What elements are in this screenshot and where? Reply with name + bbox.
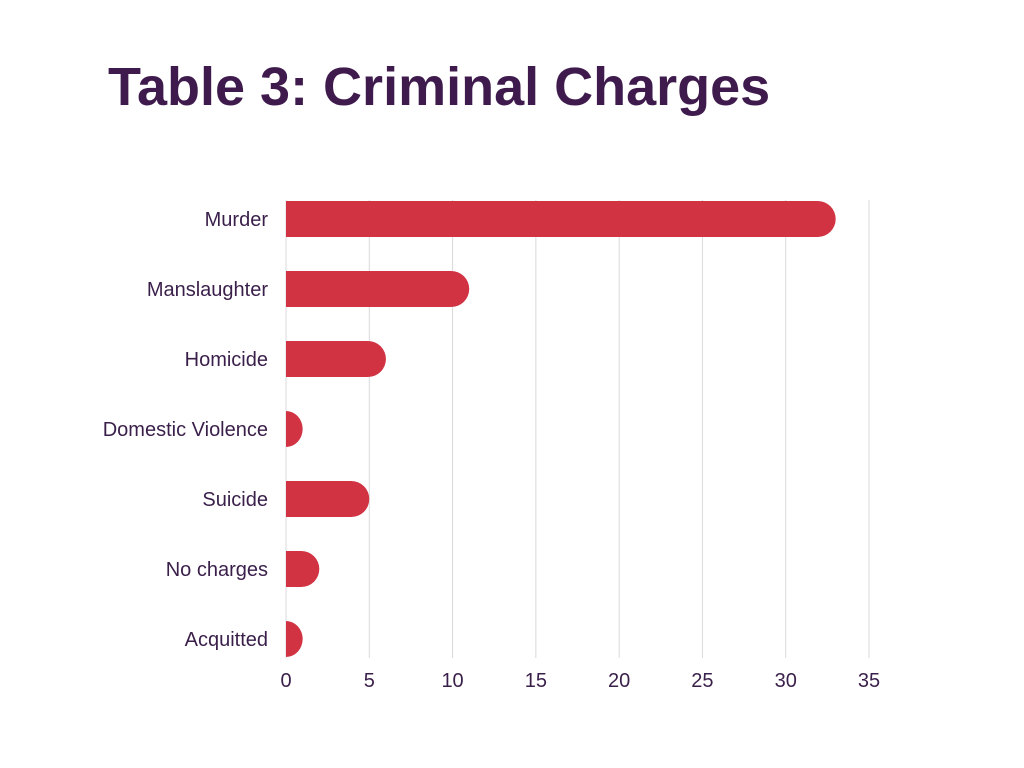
x-tick-label: 0	[280, 670, 291, 692]
bar	[286, 481, 370, 517]
category-label: No charges	[166, 559, 268, 581]
x-tick-label: 10	[441, 670, 463, 692]
bar	[286, 411, 303, 447]
grid-lines	[285, 200, 870, 658]
category-labels: Murder Manslaughter Homicide Domestic Viole…	[103, 209, 269, 651]
x-tick-label: 25	[691, 670, 713, 692]
x-tick-label: 5	[364, 670, 375, 692]
x-tick-label: 30	[775, 670, 797, 692]
category-label: Acquitted	[185, 629, 268, 651]
category-label: Domestic Violence	[103, 419, 268, 441]
category-label: Homicide	[185, 349, 268, 371]
bar	[286, 201, 836, 237]
bar	[286, 341, 386, 377]
x-tick-label: 15	[525, 670, 547, 692]
chart-title: Table 3: Criminal Charges	[108, 57, 771, 117]
bars	[286, 201, 836, 657]
x-tick-label: 35	[858, 670, 880, 692]
x-tick-labels: 0 5 10 15 20 25 30 35	[280, 670, 880, 692]
bar	[286, 271, 470, 307]
x-tick-label: 20	[608, 670, 630, 692]
category-label: Manslaughter	[147, 279, 269, 301]
category-label: Murder	[205, 209, 269, 231]
category-label: Suicide	[202, 489, 268, 511]
bar	[286, 551, 320, 587]
bar	[286, 621, 303, 657]
